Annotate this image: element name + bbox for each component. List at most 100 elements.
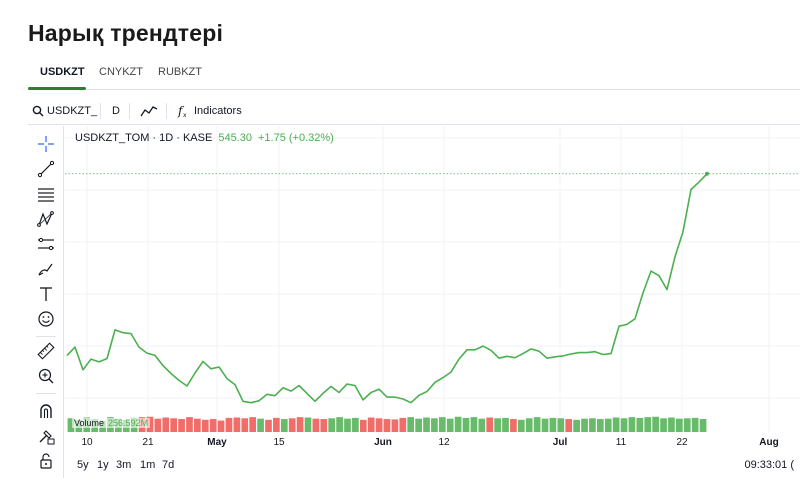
volume-bar <box>296 417 304 432</box>
volume-bar <box>446 418 454 432</box>
chart-legend: USDKZT_TOM · 1D · KASE 545.30 +1.75 (+0.… <box>75 132 334 144</box>
volume-bar <box>209 419 217 432</box>
volume-bar <box>581 418 588 432</box>
horizontal-lines-icon[interactable] <box>34 183 58 205</box>
volume-bar <box>565 419 573 432</box>
volume-bar <box>557 418 565 432</box>
lock-drawings-icon[interactable] <box>34 425 58 447</box>
volume-bar <box>391 419 399 432</box>
interval-label: D <box>112 105 120 117</box>
volume-bar <box>438 417 446 432</box>
volume-bar <box>288 418 296 432</box>
range-3m[interactable]: 3m <box>116 459 132 471</box>
volume-bar <box>154 418 162 432</box>
search-icon <box>32 105 44 117</box>
volume-bar <box>344 418 351 432</box>
ruler-icon[interactable] <box>34 340 58 362</box>
range-5y[interactable]: 5y <box>77 459 89 471</box>
chart-style-button[interactable] <box>140 97 158 125</box>
volume-bar <box>336 417 343 432</box>
x-tick-label: 22 <box>676 437 688 448</box>
volume-bar <box>699 419 707 432</box>
price-chart[interactable]: USDKZT_TOM · 1D · KASE 545.30 +1.75 (+0.… <box>65 126 800 446</box>
toolbar-divider <box>100 103 101 119</box>
volume-bar <box>162 417 170 432</box>
volume-bar <box>596 419 604 432</box>
price-line <box>66 173 708 404</box>
volume-bar <box>217 420 225 432</box>
volume-bar <box>604 418 612 432</box>
volume-bar <box>431 418 438 432</box>
clock[interactable]: 09:33:01 ( <box>744 459 794 471</box>
lock-icon[interactable] <box>34 450 58 472</box>
volume-bar <box>201 419 209 432</box>
symbol-search-button[interactable]: USDKZT_ <box>32 97 97 125</box>
volume-bar <box>304 417 312 432</box>
volume-bar <box>312 418 320 432</box>
range-7d[interactable]: 7d <box>162 459 175 471</box>
tab-rubkzt[interactable]: RUBKZT <box>158 66 202 78</box>
page-title: Нарық трендтері <box>28 20 224 46</box>
volume-legend: Volume 256.592M <box>72 418 151 428</box>
volume-bar <box>517 419 525 432</box>
volume-bar <box>573 419 580 432</box>
range-1m[interactable]: 1m <box>140 459 156 471</box>
zoom-in-icon[interactable] <box>34 365 58 387</box>
volume-bar <box>328 418 336 432</box>
magnet-icon[interactable] <box>34 400 58 422</box>
volume-bar <box>67 418 75 432</box>
function-icon: f x <box>177 104 187 118</box>
pattern-icon[interactable] <box>34 208 58 230</box>
volume-bar <box>241 418 249 432</box>
x-tick-label: 15 <box>273 437 285 448</box>
volume-bar <box>407 417 415 432</box>
volume-bar <box>502 417 509 432</box>
brush-icon[interactable] <box>34 258 58 280</box>
volume-bar <box>628 417 636 432</box>
volume-bar <box>462 417 470 432</box>
volume-bar <box>541 418 549 432</box>
volume-bar <box>636 417 644 432</box>
indicators-button[interactable]: f x Indicators <box>176 97 242 125</box>
volume-bar <box>620 418 628 432</box>
volume-bar <box>367 417 375 432</box>
volume-bar <box>525 418 533 432</box>
emoji-icon[interactable] <box>34 308 58 330</box>
range-1y[interactable]: 1y <box>97 459 109 471</box>
volume-bar <box>675 418 683 432</box>
volume-bar <box>691 417 699 432</box>
volume-bar <box>668 417 675 432</box>
crosshair-icon[interactable] <box>34 133 58 155</box>
volume-bar <box>383 419 391 432</box>
line-chart-icon <box>140 106 158 117</box>
volume-bar <box>644 417 652 432</box>
trend-line-icon[interactable] <box>34 158 58 180</box>
currency-tabs: USDKZT CNYKZT RUBKZT <box>28 62 800 90</box>
x-tick-label: 21 <box>142 437 154 448</box>
x-tick-label: Jun <box>374 437 392 448</box>
interval-button[interactable]: D <box>112 97 120 125</box>
text-icon[interactable] <box>34 283 58 305</box>
indicators-label: Indicators <box>194 105 242 117</box>
x-tick-label: 11 <box>615 437 627 448</box>
chart-toolbar: USDKZT_ D f x Indicators <box>28 97 800 125</box>
time-axis[interactable]: 10 21 May 15 Jun 12 Jul 11 22 Aug <box>65 432 800 452</box>
legend-change: +1.75 (+0.32%) <box>257 132 334 144</box>
volume-bar <box>470 417 478 432</box>
volume-bar <box>178 419 185 432</box>
active-tab-underline <box>28 87 86 90</box>
volume-bar <box>549 417 557 432</box>
volume-bar <box>320 419 328 432</box>
fib-tool-icon[interactable] <box>34 233 58 255</box>
volume-bars <box>67 416 707 432</box>
volume-bar <box>486 417 494 432</box>
volume-bar <box>375 418 383 432</box>
chart-canvas[interactable] <box>65 126 800 432</box>
volume-value: 256.592M <box>108 418 149 428</box>
volume-bar <box>494 418 501 432</box>
volume-bar <box>170 418 178 432</box>
chart-grid <box>65 126 800 432</box>
tab-cnykzt[interactable]: CNYKZT <box>99 66 143 78</box>
tab-usdkzt[interactable]: USDKZT <box>40 66 85 78</box>
range-bar: 5y 1y 3m 1m 7d 09:33:01 ( <box>65 455 800 478</box>
